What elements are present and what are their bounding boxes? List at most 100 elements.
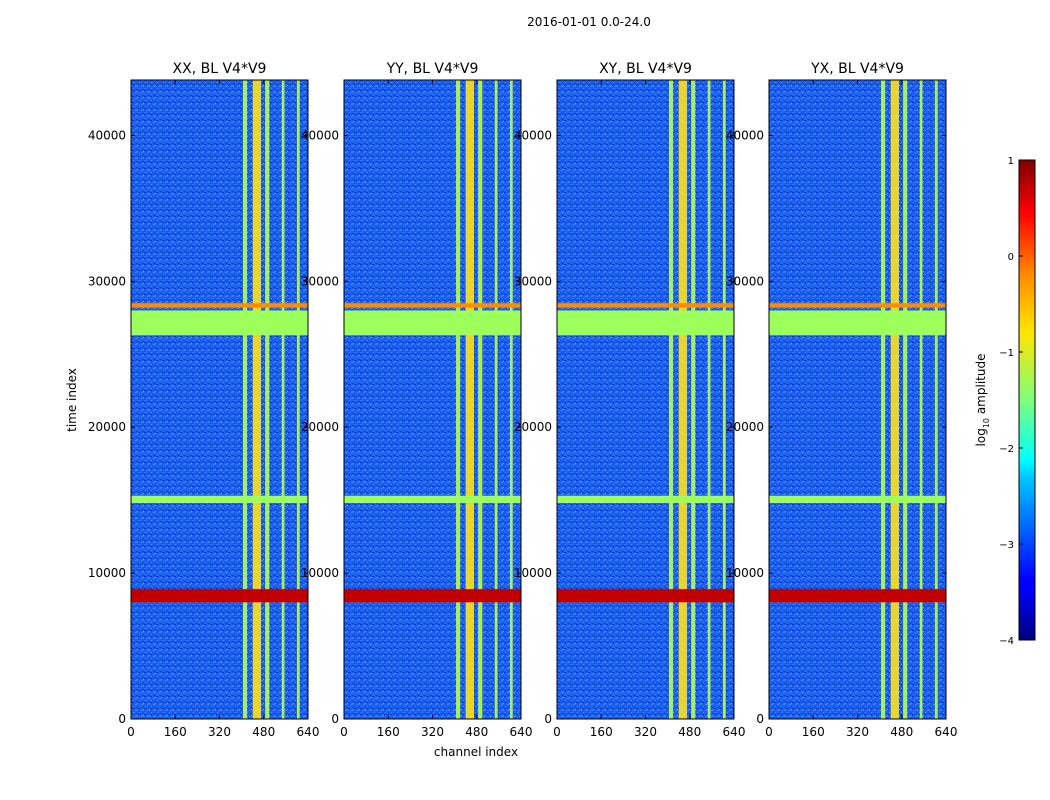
time-band — [344, 310, 521, 336]
panel-2: XY, BL V4*V9 0 160 320 480 640 0 10000 20000 3000… — [514, 61, 746, 739]
x-tick-label: 160 — [590, 725, 613, 739]
channel-band — [707, 80, 711, 719]
panel-3: YX, BL V4*V9 0 160 320 480 640 0 10000 20000 3000… — [726, 61, 958, 739]
y-tick-label: 0 — [118, 712, 126, 726]
x-tick-label: 640 — [297, 725, 320, 739]
channel-band — [478, 80, 483, 719]
panel-0: XX, BL V4*V9 0 160 320 480 640 0 10000 20000 3000… — [88, 61, 320, 739]
x-tick-label: 320 — [634, 725, 657, 739]
channel-band — [669, 80, 674, 719]
heatmap-background — [131, 80, 308, 719]
y-tick-label: 30000 — [514, 274, 552, 288]
y-axis-label: time index — [65, 368, 79, 432]
channel-band — [934, 80, 938, 719]
colorbar-tick-label: −2 — [999, 444, 1014, 455]
x-tick-label: 0 — [765, 725, 773, 739]
y-tick-label: 20000 — [726, 420, 764, 434]
colorbar-gradient — [1018, 159, 1036, 641]
heatmap-background — [344, 80, 521, 719]
y-tick-label: 20000 — [514, 420, 552, 434]
channel-band — [691, 80, 696, 719]
time-band — [557, 589, 734, 603]
colorbar-tick-label: −4 — [999, 636, 1014, 647]
y-tick-label: 30000 — [726, 274, 764, 288]
y-tick-label: 10000 — [514, 566, 552, 580]
time-band — [769, 589, 946, 603]
time-band — [344, 303, 521, 308]
colorbar-tick-label: 0 — [1008, 252, 1014, 263]
channel-band — [919, 80, 923, 719]
x-axis-label: channel index — [434, 745, 518, 759]
y-tick-label: 40000 — [514, 128, 552, 142]
x-tick-label: 480 — [890, 725, 913, 739]
channel-band — [881, 80, 886, 719]
y-tick-label: 0 — [756, 712, 764, 726]
time-band — [131, 310, 308, 336]
x-tick-label: 160 — [377, 725, 400, 739]
time-band — [344, 589, 521, 603]
time-band — [131, 495, 308, 504]
y-tick-label: 10000 — [301, 566, 339, 580]
time-band — [769, 303, 946, 308]
x-tick-label: 640 — [510, 725, 533, 739]
time-band — [557, 303, 734, 308]
x-tick-label: 320 — [846, 725, 869, 739]
panel-title: XY, BL V4*V9 — [599, 61, 692, 77]
x-tick-label: 160 — [802, 725, 825, 739]
channel-band — [296, 80, 300, 719]
time-band — [344, 495, 521, 504]
y-tick-label: 20000 — [301, 420, 339, 434]
colorbar-label: log10 amplitude — [974, 354, 991, 447]
time-band — [131, 589, 308, 603]
channel-band — [456, 80, 461, 719]
time-band — [557, 495, 734, 504]
y-tick-label: 30000 — [88, 274, 126, 288]
channel-band — [494, 80, 498, 719]
channel-band — [903, 80, 908, 719]
colorbar: 1 0 −1 −2 −3 −4 log10 amplitude — [974, 156, 1036, 647]
y-tick-label: 40000 — [726, 128, 764, 142]
x-tick-label: 320 — [421, 725, 444, 739]
x-tick-label: 160 — [164, 725, 187, 739]
channel-band — [252, 80, 261, 719]
channel-band — [465, 80, 474, 719]
time-band — [557, 310, 734, 336]
x-tick-label: 0 — [340, 725, 348, 739]
channel-band — [678, 80, 687, 719]
channel-band — [722, 80, 726, 719]
x-tick-label: 320 — [208, 725, 231, 739]
channel-band — [243, 80, 248, 719]
time-band — [131, 303, 308, 308]
y-tick-label: 30000 — [301, 274, 339, 288]
heatmap-background — [769, 80, 946, 719]
x-tick-label: 0 — [553, 725, 561, 739]
panel-title: YY, BL V4*V9 — [386, 61, 479, 77]
figure-suptitle: 2016-01-01 0.0-24.0 — [527, 15, 651, 29]
x-tick-label: 0 — [127, 725, 135, 739]
x-tick-label: 640 — [723, 725, 746, 739]
colorbar-tick-label: −1 — [999, 348, 1014, 359]
time-band — [769, 310, 946, 336]
time-band — [769, 495, 946, 504]
x-tick-label: 480 — [252, 725, 275, 739]
y-tick-label: 0 — [544, 712, 552, 726]
colorbar-tick-label: −3 — [999, 540, 1014, 551]
y-tick-label: 0 — [331, 712, 339, 726]
heatmap-background — [557, 80, 734, 719]
channel-band — [890, 80, 899, 719]
panel-1: YY, BL V4*V9 0 160 320 480 640 0 10000 20000 3000… — [301, 61, 533, 739]
y-tick-label: 10000 — [726, 566, 764, 580]
channel-band — [509, 80, 513, 719]
x-tick-label: 640 — [935, 725, 958, 739]
y-tick-label: 20000 — [88, 420, 126, 434]
y-tick-label: 10000 — [88, 566, 126, 580]
channel-band — [265, 80, 270, 719]
colorbar-tick-label: 1 — [1008, 156, 1014, 167]
x-tick-label: 480 — [678, 725, 701, 739]
panel-title: XX, BL V4*V9 — [173, 61, 267, 77]
y-tick-label: 40000 — [301, 128, 339, 142]
y-tick-label: 40000 — [88, 128, 126, 142]
panel-title: YX, BL V4*V9 — [810, 61, 904, 77]
x-tick-label: 480 — [465, 725, 488, 739]
